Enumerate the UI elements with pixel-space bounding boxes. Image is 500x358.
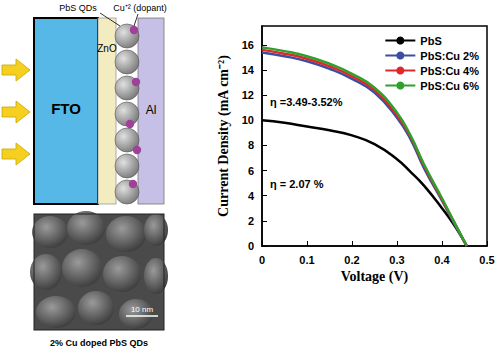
svg-text:0: 0 — [259, 254, 265, 266]
svg-text:PbS:Cu 6%: PbS:Cu 6% — [420, 80, 479, 92]
svg-text:4: 4 — [248, 190, 255, 202]
svg-text:0.1: 0.1 — [299, 254, 314, 266]
svg-text:PbS QDs: PbS QDs — [59, 3, 97, 13]
svg-text:0.2: 0.2 — [344, 254, 359, 266]
svg-text:0.5: 0.5 — [479, 254, 494, 266]
svg-text:ZnO: ZnO — [97, 43, 117, 54]
svg-text:FTO: FTO — [51, 100, 81, 117]
svg-text:10 nm: 10 nm — [131, 305, 154, 314]
svg-text:Cu⁺² (dopant): Cu⁺² (dopant) — [113, 3, 167, 13]
svg-text:2: 2 — [248, 215, 254, 227]
svg-text:PbS:Cu 2%: PbS:Cu 2% — [420, 50, 479, 62]
svg-text:6: 6 — [248, 165, 254, 177]
svg-text:PbS:Cu 4%: PbS:Cu 4% — [420, 65, 479, 77]
svg-text:0.4: 0.4 — [434, 254, 450, 266]
svg-text:Current Density (mA cm⁻²): Current Density (mA cm⁻²) — [216, 55, 232, 217]
svg-text:η =3.49-3.52%: η =3.49-3.52% — [270, 96, 343, 108]
svg-text:2% Cu doped PbS QDs: 2% Cu doped PbS QDs — [50, 338, 148, 348]
svg-text:8: 8 — [248, 139, 254, 151]
svg-text:0.3: 0.3 — [389, 254, 404, 266]
svg-text:14: 14 — [242, 64, 255, 76]
svg-text:16: 16 — [242, 39, 254, 51]
svg-text:PbS: PbS — [420, 35, 441, 47]
svg-text:Al: Al — [146, 103, 157, 117]
svg-text:η = 2.07 %: η = 2.07 % — [270, 178, 324, 190]
svg-text:12: 12 — [242, 89, 254, 101]
svg-text:Voltage (V): Voltage (V) — [341, 269, 409, 285]
svg-text:10: 10 — [242, 114, 254, 126]
svg-text:0: 0 — [248, 240, 254, 252]
